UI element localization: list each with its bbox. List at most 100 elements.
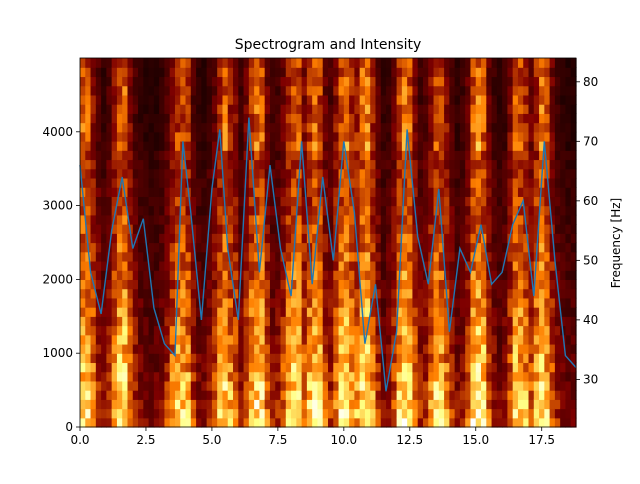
spectrogram-cell <box>275 141 282 151</box>
spectrogram-cell <box>428 316 435 327</box>
spectrogram-cell <box>206 131 213 142</box>
spectrogram-cell <box>138 316 144 327</box>
spectrogram-cell <box>449 334 456 345</box>
spectrogram-cell <box>132 270 139 280</box>
spectrogram-cell <box>85 371 92 382</box>
spectrogram-cell <box>528 260 535 271</box>
spectrogram-cell <box>507 270 514 280</box>
spectrogram-cell <box>196 334 202 345</box>
spectrogram-cell <box>80 122 86 133</box>
spectrogram-cell <box>491 297 498 308</box>
spectrogram-cell <box>359 168 366 179</box>
spectrogram-cell <box>143 408 150 419</box>
spectrogram-cell <box>465 417 472 428</box>
spectrogram-cell <box>380 334 387 345</box>
spectrogram-cell <box>317 297 324 308</box>
spectrogram-cell <box>206 67 213 78</box>
spectrogram-cell <box>264 390 271 400</box>
spectrogram-cell <box>111 58 118 68</box>
spectrogram-cell <box>180 85 187 96</box>
spectrogram-cell <box>364 196 371 207</box>
spectrogram-cell <box>127 242 134 253</box>
spectrogram-cell <box>370 141 377 151</box>
spectrogram-cell <box>259 297 266 308</box>
spectrogram-cell <box>565 334 572 345</box>
spectrogram-cell <box>159 270 166 280</box>
spectrogram-cell <box>111 85 118 96</box>
spectrogram-cell <box>465 343 472 354</box>
spectrogram-cell <box>539 417 545 428</box>
spectrogram-cell <box>101 362 107 373</box>
spectrogram-cell <box>85 399 92 410</box>
spectrogram-cell <box>370 76 377 87</box>
spectrogram-cell <box>407 58 414 68</box>
spectrogram-cell <box>380 122 387 133</box>
spectrogram-cell <box>560 85 567 96</box>
spectrogram-cell <box>201 316 208 327</box>
spectrogram-cell <box>211 76 218 87</box>
spectrogram-cell <box>291 260 297 271</box>
spectrogram-cell <box>306 94 313 105</box>
spectrogram-cell <box>90 122 97 133</box>
spectrogram-cell <box>322 58 329 68</box>
spectrogram-cell <box>412 279 419 290</box>
spectrogram-cell <box>507 141 514 151</box>
spectrogram-cell <box>523 58 530 68</box>
spectrogram-cell <box>227 316 234 327</box>
spectrogram-cell <box>132 242 139 253</box>
spectrogram-cell <box>428 399 435 410</box>
spectrogram-cell <box>470 297 477 308</box>
spectrogram-cell <box>565 214 572 225</box>
spectrogram-cell <box>354 334 361 345</box>
spectrogram-cell <box>449 343 456 354</box>
spectrogram-cell <box>570 205 577 216</box>
spectrogram-cell <box>227 371 234 382</box>
spectrogram-cell <box>185 233 192 244</box>
spectrogram-cell <box>275 260 282 271</box>
spectrogram-cell <box>338 85 345 96</box>
spectrogram-cell <box>507 58 514 68</box>
spectrogram-cell <box>148 94 155 105</box>
spectrogram-cell <box>106 177 113 188</box>
spectrogram-cell <box>370 279 377 290</box>
spectrogram-cell <box>269 270 276 280</box>
spectrogram-cell <box>143 196 150 207</box>
spectrogram-cell <box>233 242 239 253</box>
spectrogram-cell <box>328 150 334 161</box>
spectrogram-cell <box>227 297 234 308</box>
spectrogram-cell <box>364 224 371 234</box>
spectrogram-cell <box>475 343 482 354</box>
spectrogram-cell <box>565 85 572 96</box>
spectrogram-cell <box>412 307 419 317</box>
spectrogram-cell <box>169 76 176 87</box>
spectrogram-cell <box>317 417 324 428</box>
spectrogram-cell <box>217 196 224 207</box>
spectrogram-cell <box>222 104 229 114</box>
spectrogram-cell <box>206 251 213 262</box>
spectrogram-cell <box>544 187 551 197</box>
spectrogram-cell <box>169 159 176 170</box>
spectrogram-cell <box>285 371 292 382</box>
spectrogram-cell <box>428 104 435 114</box>
spectrogram-cell <box>285 214 292 225</box>
spectrogram-cell <box>486 288 493 299</box>
spectrogram-cell <box>106 159 113 170</box>
spectrogram-cell <box>380 251 387 262</box>
spectrogram-cell <box>475 187 482 197</box>
spectrogram-cell <box>507 113 514 124</box>
spectrogram-cell <box>169 251 176 262</box>
spectrogram-cell <box>211 150 218 161</box>
spectrogram-cell <box>122 214 129 225</box>
spectrogram-cell <box>143 353 150 364</box>
spectrogram-cell <box>407 242 414 253</box>
spectrogram-cell <box>391 131 398 142</box>
spectrogram-cell <box>143 205 150 216</box>
spectrogram-cell <box>349 94 355 105</box>
spectrogram-cell <box>233 270 239 280</box>
spectrogram-cell <box>238 131 245 142</box>
spectrogram-cell <box>401 408 408 419</box>
spectrogram-cell <box>486 94 493 105</box>
spectrogram-cell <box>217 307 224 317</box>
spectrogram-cell <box>106 251 113 262</box>
spectrogram-cell <box>422 58 429 68</box>
